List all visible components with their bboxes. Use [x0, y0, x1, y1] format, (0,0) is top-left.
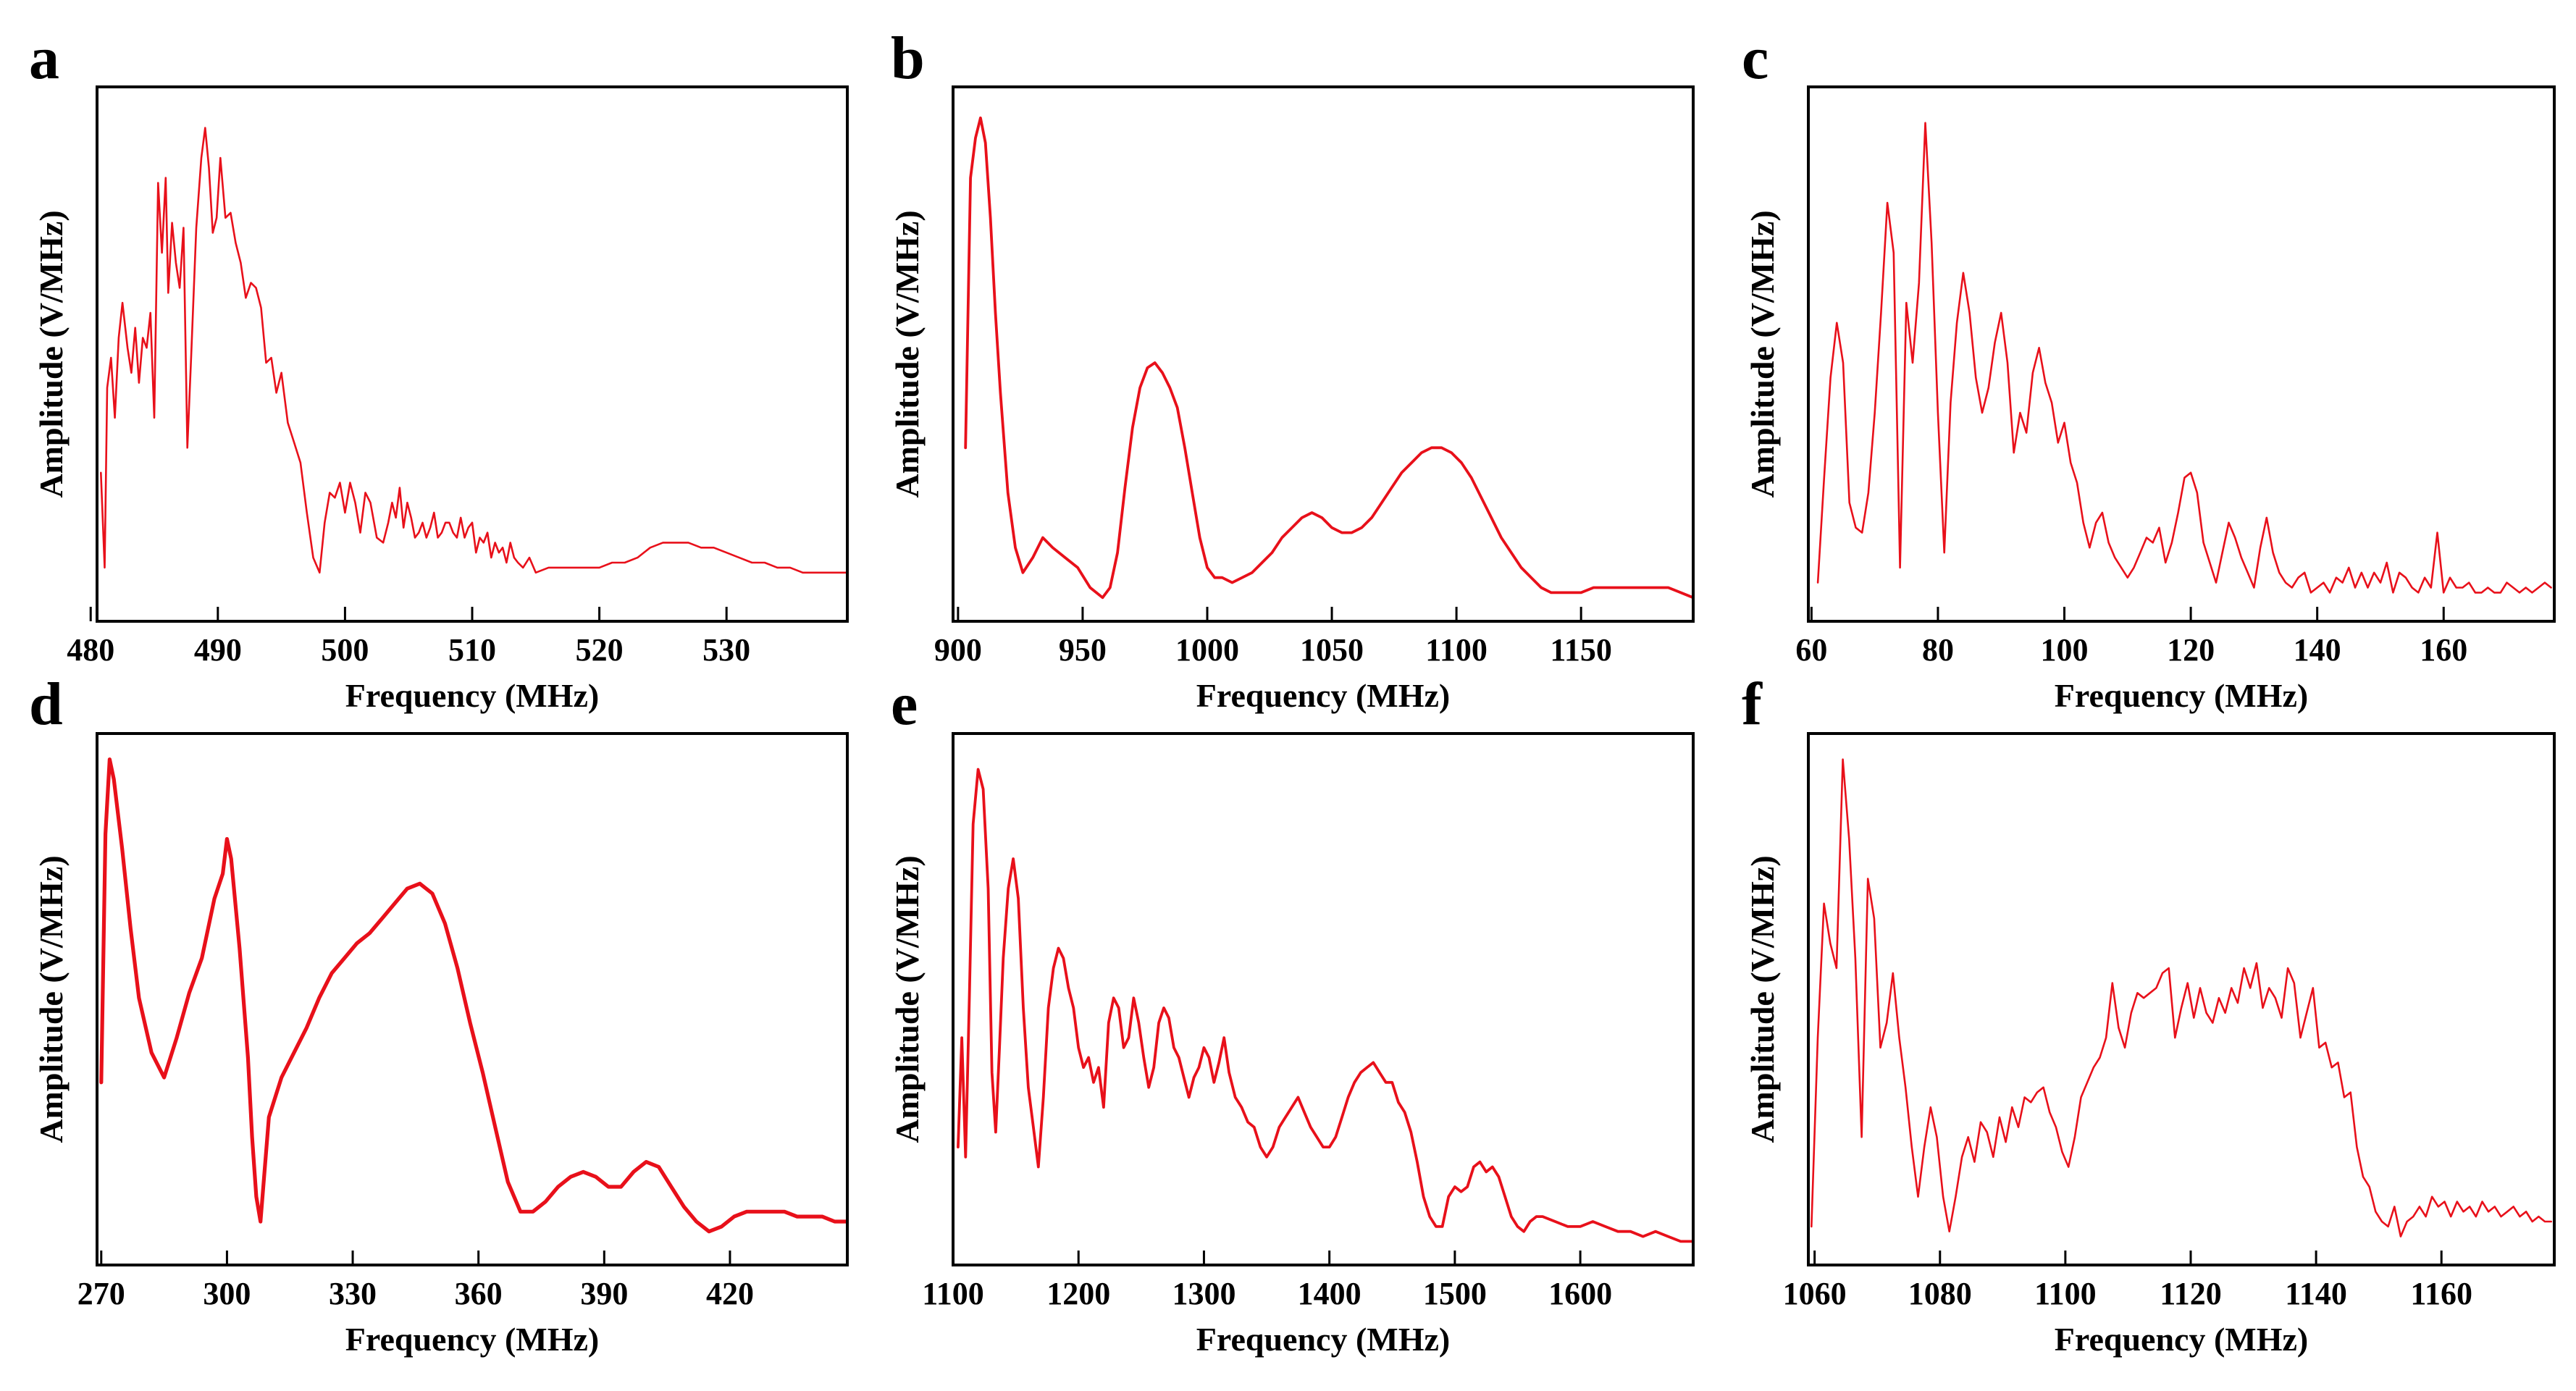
x-tick-label-f-2: 1100 — [2034, 1276, 2097, 1311]
x-axis-title-e: Frequency (MHz) — [1196, 1321, 1450, 1358]
x-axis-title-d: Frequency (MHz) — [345, 1321, 599, 1358]
series-line-a — [100, 127, 847, 574]
x-tick-label-b-3: 1050 — [1300, 632, 1364, 668]
x-tick-label-b-2: 1000 — [1175, 632, 1239, 668]
x-tick-label-a-2: 500 — [321, 632, 369, 668]
x-tick-label-c-0: 60 — [1795, 632, 1827, 668]
y-axis-title-a: Amplitude (V/MHz) — [33, 210, 70, 497]
panel-c: c 60 80 100 120 140 160 Frequency (MHz) Amplitud… — [1742, 25, 2556, 714]
plot-frame-e — [952, 732, 1695, 1266]
panel-d: d 270 300 330 360 390 420 Frequency (MHz) Amplit… — [29, 671, 849, 1358]
x-tick-label-f-5: 1160 — [2410, 1276, 2472, 1311]
x-tick-label-c-2: 100 — [2041, 632, 2089, 668]
x-tick-label-d-1: 300 — [203, 1276, 251, 1311]
x-tick-label-d-0: 270 — [77, 1276, 125, 1311]
y-axis-title-f: Amplitude (V/MHz) — [1744, 855, 1781, 1143]
x-tick-label-e-3: 1400 — [1298, 1276, 1362, 1311]
plot-frame-b — [952, 85, 1695, 623]
series-line-c — [1816, 122, 2552, 594]
x-tick-label-b-1: 950 — [1059, 632, 1107, 668]
y-axis-title-b: Amplitude (V/MHz) — [889, 210, 926, 497]
x-tick-label-e-5: 1600 — [1548, 1276, 1612, 1311]
x-tick-label-f-0: 1060 — [1783, 1276, 1847, 1311]
series-line-d — [99, 757, 847, 1234]
x-axis-title-b: Frequency (MHz) — [1196, 677, 1450, 714]
panel-b: b 900 950 1000 1050 1100 1150 Frequency (MHz) Am… — [889, 25, 1695, 714]
y-axis-title-e: Amplitude (V/MHz) — [889, 855, 926, 1143]
x-tick-label-b-5: 1150 — [1550, 632, 1612, 668]
x-axis-title-f: Frequency (MHz) — [2055, 1321, 2308, 1358]
x-tick-label-b-0: 900 — [934, 632, 982, 668]
x-tick-label-a-0: 480 — [67, 632, 114, 668]
x-tick-label-e-0: 1100 — [922, 1276, 984, 1311]
x-tick-label-a-5: 530 — [702, 632, 750, 668]
x-tick-label-a-4: 520 — [576, 632, 624, 668]
x-tick-label-c-3: 120 — [2167, 632, 2215, 668]
x-tick-label-a-3: 510 — [448, 632, 496, 668]
x-tick-label-f-1: 1080 — [1908, 1276, 1972, 1311]
x-tick-label-c-1: 80 — [1922, 632, 1954, 668]
x-tick-label-d-3: 360 — [455, 1276, 503, 1311]
x-tick-label-d-2: 330 — [329, 1276, 377, 1311]
y-axis-title-c: Amplitude (V/MHz) — [1744, 210, 1781, 497]
series-line-b — [964, 116, 1693, 600]
x-axis-title-a: Frequency (MHz) — [345, 677, 599, 714]
panel-e: e 1100 1200 1300 1400 1500 1600 Frequency (MHz)… — [889, 671, 1695, 1358]
panel-a: a 480 490 500 510 520 530 Frequency (MHz) Amplit… — [29, 25, 849, 714]
panel-f-label: f — [1742, 671, 1763, 738]
panel-c-label: c — [1742, 25, 1769, 92]
x-tick-label-c-5: 160 — [2420, 632, 2467, 668]
panel-f: f 1060 1080 1100 1120 1140 1160 Frequency (MHz)… — [1742, 671, 2556, 1358]
x-tick-label-d-5: 420 — [706, 1276, 754, 1311]
panel-a-label: a — [29, 25, 59, 92]
x-tick-label-e-1: 1200 — [1046, 1276, 1110, 1311]
plot-frame-f — [1807, 732, 2556, 1266]
panel-e-label: e — [891, 671, 918, 738]
x-axis-title-c: Frequency (MHz) — [2055, 677, 2308, 714]
series-line-f — [1811, 758, 2552, 1237]
plot-frame-c — [1807, 85, 2556, 623]
x-tick-label-e-4: 1500 — [1423, 1276, 1487, 1311]
x-tick-label-a-1: 490 — [194, 632, 242, 668]
plot-frame-d — [96, 732, 849, 1266]
x-tick-label-d-4: 390 — [580, 1276, 628, 1311]
series-line-e — [957, 768, 1693, 1243]
panel-b-label: b — [891, 25, 925, 92]
x-tick-label-e-2: 1300 — [1172, 1276, 1235, 1311]
x-tick-label-c-4: 140 — [2294, 632, 2341, 668]
x-tick-label-f-3: 1120 — [2160, 1276, 2222, 1311]
x-tick-label-f-4: 1140 — [2285, 1276, 2347, 1311]
panel-d-label: d — [29, 671, 63, 738]
y-axis-title-d: Amplitude (V/MHz) — [33, 855, 70, 1143]
x-tick-label-b-4: 1100 — [1425, 632, 1488, 668]
